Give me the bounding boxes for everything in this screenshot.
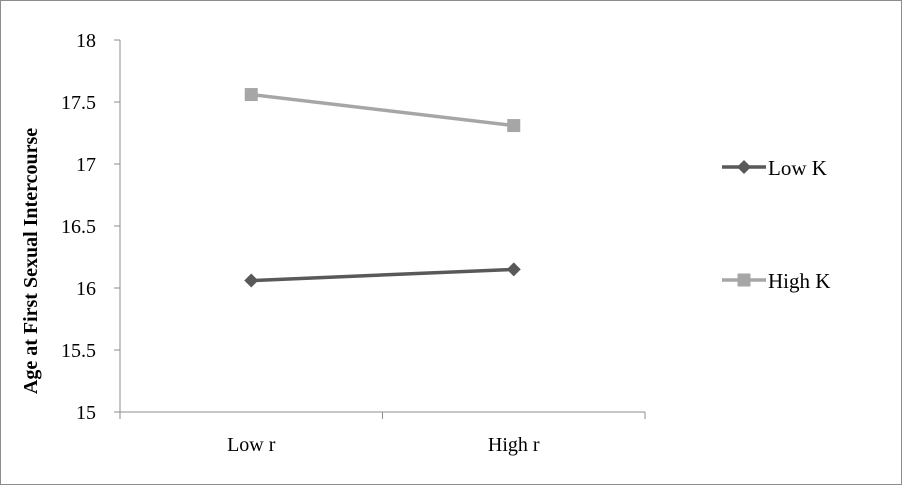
legend-item: High K	[722, 269, 830, 293]
series-layer	[244, 88, 521, 288]
legend-label: High K	[768, 269, 830, 293]
data-point-marker	[507, 119, 521, 133]
y-tick-label: 16.5	[61, 216, 96, 238]
legend-item: Low K	[722, 156, 827, 180]
legend-label: Low K	[768, 156, 827, 180]
series-line	[251, 267, 514, 283]
series-low-k	[244, 262, 521, 288]
axes	[114, 39, 646, 419]
series-high-k	[244, 88, 521, 133]
legend-swatch-marker	[737, 160, 751, 174]
data-point-marker	[244, 88, 258, 102]
data-point-marker	[244, 273, 259, 288]
x-tick-labels: Low r High r	[227, 434, 540, 456]
y-tick-label: 15	[76, 402, 96, 424]
y-tick-label: 18	[76, 30, 96, 52]
data-point-marker	[506, 262, 521, 277]
y-tick-labels: 15 15.5 16 16.5 17 17.5 18	[61, 30, 96, 424]
legend-swatch-marker	[737, 273, 751, 287]
legend: Low K High K	[722, 156, 830, 293]
y-axis-label: Age at First Sexual Intercourse	[20, 128, 42, 394]
y-tick-label: 15.5	[61, 340, 96, 362]
y-tick-label: 16	[76, 278, 96, 300]
series-line	[251, 92, 514, 128]
x-tick-label: High r	[488, 434, 540, 456]
y-tick-label: 17.5	[61, 92, 96, 114]
x-tick-label: Low r	[227, 434, 276, 456]
y-tick-label: 17	[76, 154, 96, 176]
